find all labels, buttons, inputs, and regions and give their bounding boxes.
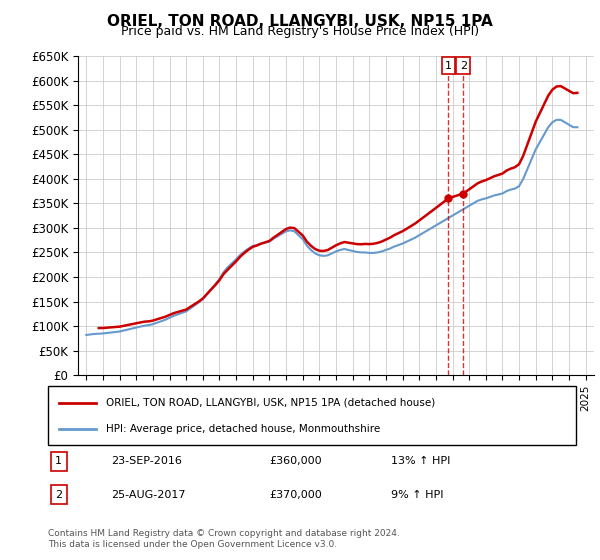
Text: 2: 2 [460, 61, 467, 71]
Text: HPI: Average price, detached house, Monmouthshire: HPI: Average price, detached house, Monm… [106, 424, 380, 434]
FancyBboxPatch shape [48, 386, 576, 445]
Text: 9% ↑ HPI: 9% ↑ HPI [391, 490, 444, 500]
Text: ORIEL, TON ROAD, LLANGYBI, USK, NP15 1PA (detached house): ORIEL, TON ROAD, LLANGYBI, USK, NP15 1PA… [106, 398, 436, 408]
Text: 25-AUG-2017: 25-AUG-2017 [112, 490, 186, 500]
Text: Contains HM Land Registry data © Crown copyright and database right 2024.
This d: Contains HM Land Registry data © Crown c… [48, 529, 400, 549]
Text: 1: 1 [55, 456, 62, 466]
Text: Price paid vs. HM Land Registry's House Price Index (HPI): Price paid vs. HM Land Registry's House … [121, 25, 479, 38]
Text: 1: 1 [445, 61, 452, 71]
Text: £370,000: £370,000 [270, 490, 323, 500]
Text: ORIEL, TON ROAD, LLANGYBI, USK, NP15 1PA: ORIEL, TON ROAD, LLANGYBI, USK, NP15 1PA [107, 14, 493, 29]
Text: 13% ↑ HPI: 13% ↑ HPI [391, 456, 451, 466]
Text: 23-SEP-2016: 23-SEP-2016 [112, 456, 182, 466]
Text: 2: 2 [55, 490, 62, 500]
Text: £360,000: £360,000 [270, 456, 322, 466]
